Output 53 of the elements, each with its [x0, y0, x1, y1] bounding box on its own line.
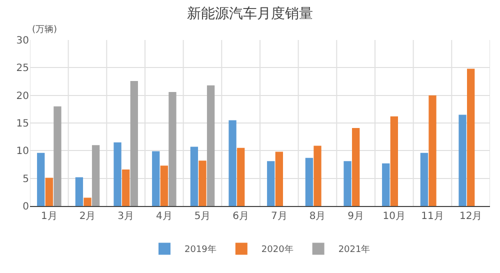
legend-label: 2021年 — [338, 244, 370, 256]
bar — [344, 161, 352, 206]
bar — [75, 177, 84, 206]
x-tick-label: 7月 — [270, 211, 288, 222]
legend-label: 2019年 — [184, 244, 216, 256]
y-tick-label: 10 — [16, 146, 29, 158]
bar — [467, 68, 475, 206]
chart-title: 新能源汽车月度销量 — [187, 6, 313, 22]
bar — [228, 120, 236, 206]
x-tick-label: 2月 — [79, 211, 96, 222]
x-tick-label: 1月 — [40, 211, 58, 222]
bar — [352, 128, 360, 206]
bar — [37, 152, 45, 206]
bar — [390, 116, 398, 206]
x-tick-label: 6月 — [232, 211, 250, 222]
bar — [114, 142, 122, 206]
y-tick-label: 20 — [16, 90, 29, 102]
x-tick-label: 3月 — [118, 211, 134, 222]
y-axis-title: (万辆) — [32, 24, 58, 35]
y-tick-label: 15 — [16, 118, 29, 130]
bar — [458, 114, 466, 206]
bar — [160, 166, 168, 206]
y-tick-label: 0 — [22, 202, 29, 212]
bar — [84, 198, 92, 206]
bar — [168, 92, 176, 206]
bar — [152, 151, 160, 206]
bar — [305, 158, 314, 206]
bar — [206, 85, 215, 206]
y-tick-label: 5 — [22, 174, 29, 185]
bar — [130, 80, 138, 206]
x-tick-label: 10月 — [382, 211, 406, 222]
bar — [198, 160, 206, 206]
x-tick-label: 8月 — [309, 211, 326, 222]
bar — [382, 163, 390, 206]
bar — [237, 148, 245, 206]
x-tick-label: 12月 — [459, 211, 482, 222]
x-tick-label: 11月 — [421, 211, 444, 222]
bar — [314, 146, 322, 206]
legend-label: 2020年 — [261, 244, 294, 256]
x-tick-label: 9月 — [348, 211, 364, 222]
bar — [275, 152, 283, 206]
bar — [54, 106, 62, 206]
bar — [45, 178, 53, 206]
bar — [122, 169, 130, 206]
y-tick-label: 25 — [16, 63, 29, 74]
bar — [92, 145, 100, 206]
bar — [190, 146, 198, 206]
x-tick-label: 5月 — [194, 211, 211, 222]
y-tick-label: 30 — [16, 36, 29, 46]
bar — [267, 161, 275, 206]
x-tick-label: 4月 — [156, 211, 172, 222]
bar — [420, 152, 428, 206]
bar — [428, 95, 436, 206]
